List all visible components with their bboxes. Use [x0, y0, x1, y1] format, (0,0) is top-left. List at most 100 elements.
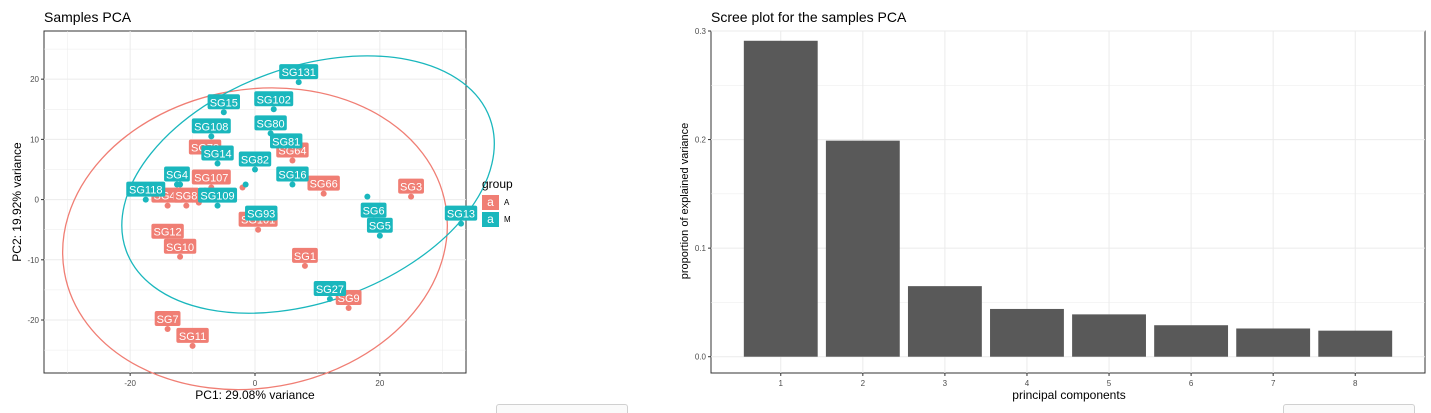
pca-point-m: [208, 133, 215, 140]
pca-point-m: [289, 181, 296, 188]
scree-bar-7: [1236, 328, 1311, 357]
pca-y-tick-label: -20: [27, 316, 39, 325]
pca-label-box: [313, 280, 347, 296]
pca-label-text: SG109: [200, 191, 234, 203]
pca-point-a: [177, 253, 184, 260]
scree-x-tick-label: 2: [861, 379, 866, 388]
pca-label-text: SG66: [310, 179, 338, 191]
pca-label-box: [254, 91, 294, 107]
pca-label-box: [279, 64, 319, 80]
legend-key-m: a: [482, 212, 499, 227]
pca-label-text: SG4: [166, 170, 188, 182]
pca-point-a: [301, 262, 308, 269]
scree-x-tick-label: 7: [1271, 379, 1276, 388]
pca-label: SG10: [163, 238, 197, 254]
scree-title: Scree plot for the samples PCA: [711, 9, 907, 25]
pca-label-text: SG107: [194, 173, 228, 185]
pca-label: SG108: [191, 118, 231, 134]
scree-x-tick-label: 4: [1025, 379, 1030, 388]
pca-label-box: [151, 223, 184, 239]
pca-label-box: [154, 311, 181, 327]
pca-label-box: [207, 94, 240, 110]
pca-xlabel: PC1: 29.08% variance: [195, 388, 315, 402]
scree-x-tick-label: 5: [1107, 379, 1112, 388]
pca-point-a: [189, 342, 196, 349]
pca-point-m: [270, 106, 277, 113]
pca-label-box: [238, 151, 272, 167]
scree-xlabel: principal components: [1012, 388, 1125, 402]
bottom-control-right[interactable]: [1283, 404, 1415, 413]
scree-x-tick-label: 8: [1353, 379, 1358, 388]
scree-x-tick-label: 3: [943, 379, 948, 388]
pca-label: SG82: [238, 151, 272, 167]
pca-label: SG66: [307, 175, 340, 191]
pca-label: SG14: [201, 145, 234, 161]
pca-label-box: [360, 202, 387, 218]
pca-label: SG16: [276, 166, 309, 182]
pca-label-text: SG11: [179, 331, 206, 343]
pca-label-text: SG8: [175, 191, 197, 203]
pca-label-box: [292, 247, 318, 263]
pca-label-text: SG27: [316, 284, 344, 296]
pca-label-box: [176, 327, 209, 343]
pca-label-box: [191, 169, 231, 185]
pca-point-m: [326, 295, 333, 302]
scree-bar-2: [825, 140, 900, 357]
pca-y-tick-label: 20: [30, 75, 39, 84]
pca-label: SG118: [126, 181, 166, 197]
pca-y-tick-label: 10: [30, 135, 39, 144]
scree-bar-3: [907, 286, 982, 357]
pca-y-tick-label: -10: [27, 256, 39, 265]
pca-point-m: [376, 232, 383, 239]
pca-point-a: [164, 202, 171, 209]
pca-label: SG107: [191, 169, 231, 185]
pca-label: SG109: [198, 187, 238, 203]
pca-label: SG6: [360, 202, 387, 218]
pca-point-m: [242, 181, 249, 188]
scree-x-tick-label: 6: [1189, 379, 1194, 388]
pca-point-a: [345, 304, 352, 311]
pca-point-a: [289, 157, 296, 164]
pca-label-box: [126, 181, 166, 197]
pca-point-m: [214, 202, 221, 209]
pca-label: SG1: [292, 247, 318, 263]
pca-label-text: SG64: [278, 145, 306, 157]
pca-label-text: SG5: [369, 221, 391, 233]
pca-label: SG4: [164, 166, 190, 182]
pca-label-box: [276, 166, 309, 182]
legend-label-a: A: [504, 198, 510, 207]
pca-label: SG8: [173, 187, 200, 203]
scree-y-tick-label: 0.3: [695, 27, 707, 36]
pca-title: Samples PCA: [44, 9, 132, 25]
bottom-control-left[interactable]: [496, 404, 628, 413]
pca-x-tick-label: -20: [124, 379, 136, 388]
pca-x-tick-label: 20: [375, 379, 384, 388]
scree-bar-1: [743, 40, 818, 357]
pca-point-m: [142, 196, 149, 203]
pca-label: SG102: [254, 91, 294, 107]
pca-label-text: SG3: [400, 182, 422, 194]
pca-label-text: SG93: [247, 209, 275, 221]
scree-bar-4: [990, 308, 1064, 357]
scree-panel: [710, 30, 1426, 374]
pca-label-text: SG15: [210, 97, 238, 109]
pca-label-text: SG131: [282, 67, 316, 79]
pca-label-text: SG10: [166, 242, 194, 254]
legend-title: group: [482, 177, 513, 191]
pca-point-a: [255, 226, 262, 233]
legend-label-m: M: [504, 215, 511, 224]
pca-label-text: SG16: [278, 170, 306, 182]
pca-label-box: [254, 115, 287, 131]
pca-label-box: [245, 205, 278, 221]
pca-label-text: SG118: [129, 185, 162, 197]
pca-label: SG93: [245, 205, 278, 221]
pca-label-box: [270, 133, 303, 149]
scree-ylabel: proportion of explained variance: [679, 123, 691, 280]
scree-bar-6: [1154, 325, 1229, 357]
pca-label-box: [366, 217, 393, 233]
pca-label-text: SG80: [257, 118, 285, 130]
pca-point-a: [320, 190, 327, 197]
pca-point-a: [164, 326, 171, 333]
legend-key-a: a: [482, 195, 499, 210]
pca-label-box: [444, 205, 478, 221]
